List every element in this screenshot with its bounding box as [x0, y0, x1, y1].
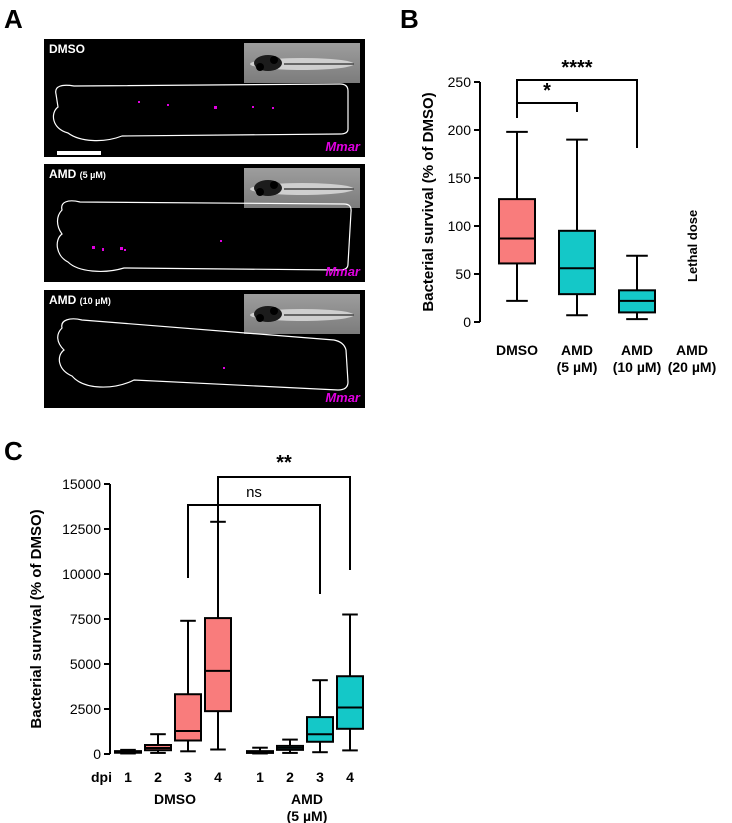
dpi-tick-label: 4 [214, 769, 222, 785]
brightfield-inset [244, 168, 360, 208]
significance-label: ns [246, 484, 262, 501]
iqr-box [204, 617, 232, 713]
micrograph-amd-5: AMD (5 µM) Mmar [44, 164, 365, 282]
x-tick-label: (20 µM) [668, 359, 717, 375]
iqr-box [174, 693, 202, 742]
c-0-1-box [144, 733, 172, 754]
dpi-tick-label: 1 [124, 769, 132, 785]
bacteria-label: Mmar [325, 390, 360, 405]
b-1-box [558, 138, 596, 317]
c-1-0-box [246, 746, 274, 755]
micrograph-label: DMSO [49, 42, 85, 56]
dpi-tick-label: 2 [286, 769, 294, 785]
significance-bracket [217, 476, 351, 578]
c-1-1-box [276, 738, 304, 754]
micrograph-label: AMD (5 µM) [49, 167, 106, 181]
y-tick-label: 250 [448, 74, 472, 90]
x-tick-label: (5 µM) [557, 359, 598, 375]
y-tick-label: 100 [448, 218, 472, 234]
y-tick-label: 0 [463, 314, 471, 330]
y-tick-label: 10000 [62, 566, 101, 582]
larva-outline [57, 318, 349, 391]
brightfield-inset [244, 294, 360, 334]
bacteria-signal [223, 367, 225, 369]
x-tick-label: AMD [561, 342, 593, 358]
y-tick-label: 200 [448, 122, 472, 138]
iqr-box [498, 198, 536, 265]
significance-bracket [516, 79, 638, 148]
bacteria-signal [92, 240, 222, 251]
c-1-3-box [336, 613, 364, 752]
bacteria-label: Mmar [325, 264, 360, 279]
y-tick-label: 15000 [62, 476, 101, 492]
larva-brightfield-image [250, 180, 354, 196]
dpi-tick-label: 3 [316, 769, 324, 785]
micrograph-dmso: DMSO Mmar [44, 39, 365, 157]
significance-label: ** [276, 452, 292, 474]
x-tick-label: AMD [676, 342, 708, 358]
x-axis-prefix: dpi [91, 769, 112, 785]
y-tick-label: 50 [455, 266, 471, 282]
dpi-tick-label: 3 [184, 769, 192, 785]
larva-brightfield-image [250, 55, 354, 71]
bacteria-label: Mmar [325, 139, 360, 154]
micrograph-amd-10: AMD (10 µM) Mmar [44, 290, 365, 408]
y-tick-label: 2500 [70, 701, 101, 717]
significance-bracket [516, 102, 578, 118]
iqr-box [558, 229, 596, 296]
x-tick-label: DMSO [496, 342, 538, 358]
y-tick-label: 7500 [70, 611, 101, 627]
panel-b-letter: B [400, 4, 419, 34]
iqr-box [144, 744, 172, 752]
y-tick-label: 5000 [70, 656, 101, 672]
bacteria-signal [138, 101, 274, 109]
iqr-box [246, 750, 274, 754]
y-tick-label: 150 [448, 170, 472, 186]
b-0-box [498, 130, 536, 302]
iqr-box [114, 750, 142, 754]
y-tick-label: 0 [93, 746, 101, 762]
panel-c-letter: C [4, 436, 23, 466]
brightfield-inset [244, 43, 360, 83]
iqr-box [306, 716, 334, 743]
significance-label: **** [561, 57, 592, 79]
scale-bar [57, 151, 101, 155]
significance-bracket [187, 504, 321, 594]
x-tick-label: AMD [621, 342, 653, 358]
c-1-2-box [306, 679, 334, 754]
larva-brightfield-image [250, 306, 354, 322]
lethal-dose-label: Lethal dose [685, 210, 700, 282]
x-tick-label: (10 µM) [613, 359, 662, 375]
dpi-tick-label: 2 [154, 769, 162, 785]
y-axis-title: Bacterial survival (% of DMSO) [28, 509, 45, 728]
group-label: AMD [291, 791, 323, 807]
c-0-3-box [204, 520, 232, 751]
y-tick-label: 12500 [62, 521, 101, 537]
larva-outline [56, 200, 352, 272]
micrograph-label: AMD (10 µM) [49, 293, 111, 307]
group-label: DMSO [154, 791, 196, 807]
c-0-0-box [114, 748, 142, 755]
iqr-box [618, 289, 656, 314]
dpi-tick-label: 1 [256, 769, 264, 785]
significance-label: * [543, 80, 551, 102]
larva-outline [52, 83, 349, 142]
iqr-box [276, 744, 304, 751]
b-2-box [618, 254, 656, 321]
y-axis-title: Bacterial survival (% of DMSO) [420, 92, 437, 311]
iqr-box [336, 675, 364, 730]
dpi-tick-label: 4 [346, 769, 354, 785]
panel-a-letter: A [4, 4, 23, 34]
group-label: (5 µM) [287, 808, 328, 823]
c-0-2-box [174, 619, 202, 753]
